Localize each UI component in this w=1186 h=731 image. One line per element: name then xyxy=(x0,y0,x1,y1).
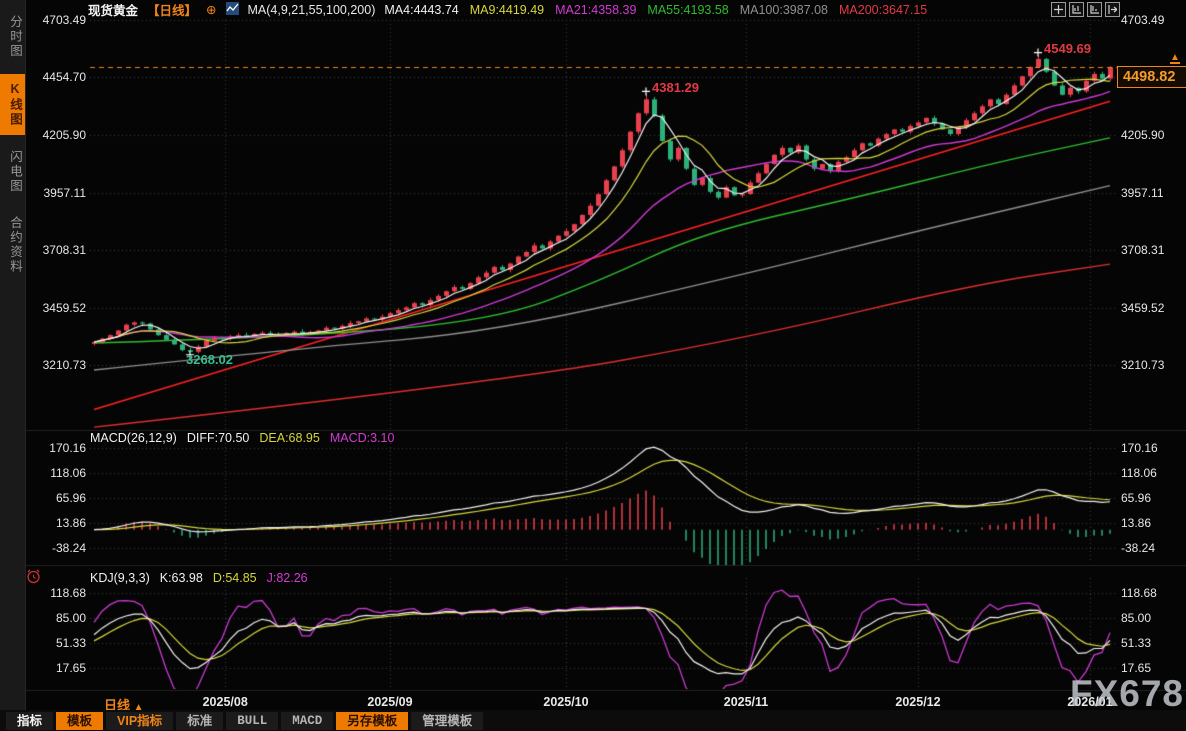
sidebar-item-3[interactable]: 合约资料 xyxy=(8,216,22,274)
toolbar-button-0[interactable]: 指标 xyxy=(6,711,54,730)
y-axis-label-right-1: 4205.90 xyxy=(1121,128,1165,142)
ma-value-0: MA4:4443.74 xyxy=(384,2,459,17)
sidebar-item-0[interactable]: 分时图 xyxy=(8,15,22,59)
price-up-arrow-icon: ▲ xyxy=(1170,52,1180,64)
macd-axis-label-right-4: -38.24 xyxy=(1121,541,1156,555)
toolbar-button-3[interactable]: 标准 xyxy=(176,711,224,730)
y-axis-label-left-1: 4454.70 xyxy=(42,70,86,85)
annotation-low-august: 3268.02 xyxy=(186,352,233,367)
macd-macd-value: MACD:3.10 xyxy=(329,431,395,445)
ma-settings-label: MA(4,9,21,55,100,200) xyxy=(247,2,376,17)
macd-axis-label-right-3: 13.86 xyxy=(1121,516,1152,530)
x-axis-label-4: 2025/12 xyxy=(895,695,941,709)
period-selector-arrow-icon: ▲ xyxy=(133,702,144,713)
x-axis-label-0: 2025/08 xyxy=(202,695,248,709)
kdj-k-value: K:63.98 xyxy=(159,571,203,585)
macd-axis-label-right-0: 170.16 xyxy=(1121,441,1158,455)
ma-value-1: MA9:4419.49 xyxy=(469,2,545,17)
kdj-axis-label-left-3: 17.65 xyxy=(55,661,86,675)
indicator-window-icon[interactable] xyxy=(1069,2,1084,17)
y-axis-label-right-2: 3957.11 xyxy=(1121,185,1164,200)
next-page-icon[interactable] xyxy=(1105,2,1120,17)
kdj-panel-header: KDJ(9,3,3) K:63.98 D:54.85 J:82.26 xyxy=(90,571,308,585)
y-axis-label-left-3: 3957.11 xyxy=(43,185,87,200)
annotation-high-recent: 4549.69 xyxy=(1044,41,1091,56)
x-axis-label-5: 2026/01 xyxy=(1067,695,1113,709)
ma-value-3: MA55:4193.58 xyxy=(647,2,729,17)
macd-dea-value: DEA:68.95 xyxy=(259,431,320,445)
macd-axis-label-left-1: 118.06 xyxy=(50,466,86,480)
kdj-axis-label-right-0: 118.68 xyxy=(1121,586,1157,600)
toolbar-button-2[interactable]: VIP指标 xyxy=(106,711,174,730)
ma-values: MA4:4443.74 MA9:4419.49 MA21:4358.39 MA55:4… xyxy=(384,3,927,17)
sidebar-item-1[interactable]: K线图 xyxy=(0,73,25,135)
macd-title: MACD(26,12,9) xyxy=(90,431,177,445)
y-axis-label-left-5: 3459.52 xyxy=(42,300,86,315)
sidebar: 分时图 K线图闪电图合约资料 xyxy=(0,0,26,710)
period-selector-label: 日线 xyxy=(104,698,131,713)
sidebar-item-2[interactable]: 闪电图 xyxy=(8,149,22,194)
kdj-title: KDJ(9,3,3) xyxy=(90,571,150,585)
annotation-high-october: 4381.29 xyxy=(652,80,699,95)
symbol-name: 现货黄金 xyxy=(88,4,139,18)
macd-axis-label-right-1: 118.06 xyxy=(1121,466,1157,480)
y-axis-label-left-0: 4703.49 xyxy=(42,13,86,27)
x-axis-label-1: 2025/09 xyxy=(367,695,413,709)
macd-axis-label-left-2: 65.96 xyxy=(55,491,86,505)
bottom-toolbar: 指标 模板 VIP指标 标准 BULL MACD 另存模板 管理模板 xyxy=(0,710,1186,731)
alarm-clock-icon[interactable] xyxy=(26,569,41,589)
y-axis-label-right-5: 3210.73 xyxy=(1121,358,1165,372)
macd-panel-header: MACD(26,12,9) DIFF:70.50 DEA:68.95 MACD:… xyxy=(90,431,394,445)
y-axis-label-right-0: 4703.49 xyxy=(1121,13,1165,27)
x-axis-label-2: 2025/10 xyxy=(543,695,589,709)
ma-value-4: MA100:3987.08 xyxy=(739,2,828,17)
kdj-axis-label-left-0: 118.68 xyxy=(50,586,86,600)
kdj-axis-label-right-2: 51.33 xyxy=(1121,636,1152,650)
indicator-window-alt-icon[interactable] xyxy=(1087,2,1102,17)
ma-value-5: MA200:3647.15 xyxy=(839,2,928,17)
current-price-tag[interactable]: 4498.82 xyxy=(1117,66,1186,88)
macd-diff-value: DIFF:70.50 xyxy=(186,431,250,445)
kdj-axis-label-left-1: 85.00 xyxy=(55,611,86,625)
toolbar-button-5[interactable]: MACD xyxy=(281,711,334,730)
y-axis-label-left-2: 4205.90 xyxy=(42,128,86,142)
y-axis-label-left-4: 3708.31 xyxy=(42,243,86,257)
macd-axis-label-right-2: 65.96 xyxy=(1121,491,1152,505)
period-tag[interactable]: 【日线】 xyxy=(147,4,198,18)
crosshair-icon[interactable] xyxy=(1051,2,1066,17)
y-axis-label-right-4: 3459.52 xyxy=(1121,300,1165,315)
y-axis-label-right-3: 3708.31 xyxy=(1121,243,1165,257)
macd-axis-label-left-0: 170.16 xyxy=(49,441,86,455)
macd-axis-label-left-3: 13.86 xyxy=(55,516,86,530)
toolbar-button-6[interactable]: 另存模板 xyxy=(336,711,409,730)
chart-header: 现货黄金 【日线】 ⊕ MA(4,9,21,55,100,200) MA4:44… xyxy=(88,1,927,18)
x-axis-label-3: 2025/11 xyxy=(723,695,769,709)
add-circle-icon[interactable]: ⊕ xyxy=(206,3,217,17)
chart-type-icon[interactable] xyxy=(225,1,239,18)
kdj-axis-label-right-3: 17.65 xyxy=(1121,661,1152,675)
macd-axis-label-left-4: -38.24 xyxy=(51,541,86,555)
kdj-axis-label-right-1: 85.00 xyxy=(1121,611,1152,625)
chart-toolbar-icons xyxy=(1051,2,1120,17)
kdj-axis-label-left-2: 51.33 xyxy=(55,636,86,650)
y-axis-label-left-6: 3210.73 xyxy=(42,358,86,372)
kdj-j-value: J:82.26 xyxy=(266,571,308,585)
period-selector[interactable]: 日线 ▲ xyxy=(104,695,144,714)
toolbar-button-1[interactable]: 模板 xyxy=(56,711,104,730)
toolbar-button-7[interactable]: 管理模板 xyxy=(411,711,484,730)
toolbar-button-4[interactable]: BULL xyxy=(226,711,279,730)
kdj-d-value: D:54.85 xyxy=(212,571,257,585)
ma-value-2: MA21:4358.39 xyxy=(555,2,637,17)
